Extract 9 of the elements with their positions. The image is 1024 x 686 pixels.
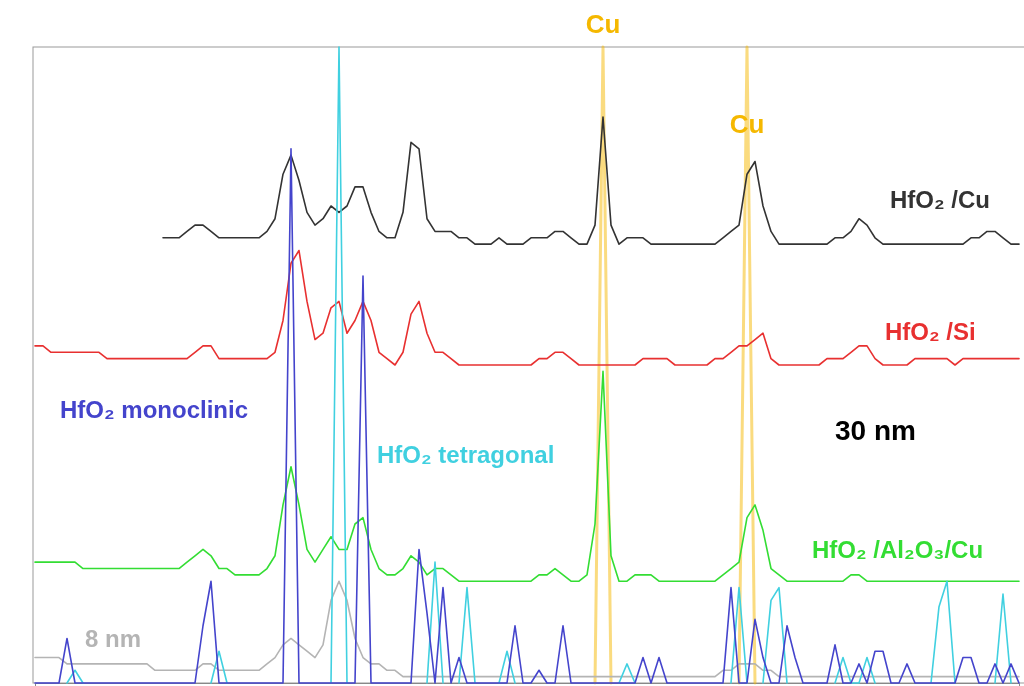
series-label: HfO₂ monoclinic: [60, 396, 249, 423]
series-label: HfO₂ /Si: [885, 318, 976, 345]
annotation: 30 nm: [835, 415, 916, 446]
series-label: 8 nm: [85, 625, 142, 652]
series-label: HfO₂ tetragonal: [377, 441, 555, 468]
series-label: Cu: [729, 109, 765, 139]
text: Cu: [585, 9, 621, 39]
series-label: HfO₂ /Al₂O₃/Cu: [812, 536, 984, 563]
series-label: HfO₂ /Cu: [890, 186, 990, 213]
